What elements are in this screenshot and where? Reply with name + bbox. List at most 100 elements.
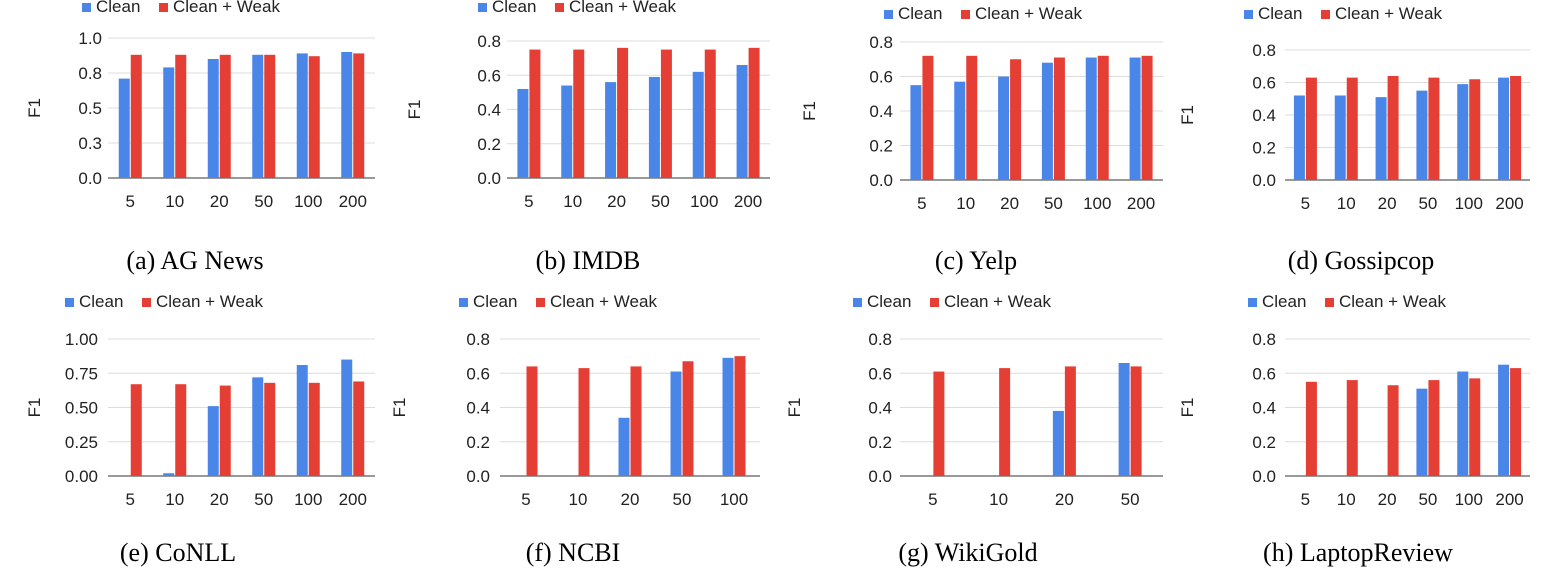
- bar-clean-20: [207, 59, 219, 178]
- bar-clean-weak-50: [682, 361, 694, 476]
- legend-swatch-clean: [884, 10, 893, 19]
- y-tick-label: 0.2: [1252, 139, 1276, 158]
- bar-clean-weak-10: [578, 368, 590, 476]
- y-tick-label: 0.0: [1252, 467, 1276, 486]
- legend-label-clean-weak: Clean + Weak: [569, 0, 676, 16]
- y-tick-label: 0.0: [78, 169, 102, 188]
- bar-clean-weak-10: [966, 55, 978, 180]
- bar-clean-weak-5: [130, 384, 142, 476]
- x-tick-label: 50: [673, 490, 692, 509]
- bar-clean-weak-100: [308, 56, 320, 179]
- x-tick-label: 100: [294, 490, 322, 509]
- chart-panel-5: 0.00 0.25 0.50 0.75 1.00 5 10 20 50 100 200 F1 Clean…: [25, 292, 375, 567]
- y-tick-label: 0.25: [65, 433, 98, 452]
- bar-clean-weak-20: [1064, 366, 1076, 476]
- bar-clean-weak-50: [1053, 57, 1065, 180]
- chart-caption: (c) Yelp: [935, 246, 1017, 275]
- y-axis-label: F1: [1178, 398, 1197, 418]
- bar-clean-200: [1129, 57, 1141, 180]
- y-axis-label: F1: [785, 398, 804, 418]
- x-tick-label: 100: [1455, 194, 1483, 213]
- legend: Clean Clean + Weak: [65, 292, 263, 311]
- legend-label-clean-weak: Clean + Weak: [975, 4, 1082, 23]
- bar-clean-100: [1457, 371, 1469, 476]
- x-tick-label: 20: [1000, 194, 1019, 213]
- y-tick-label: 0.6: [477, 66, 501, 85]
- bar-clean-weak-100: [308, 382, 320, 476]
- legend-label-clean: Clean: [1258, 4, 1302, 23]
- bar-clean-50: [1118, 362, 1130, 476]
- y-tick-label: 0.0: [868, 467, 892, 486]
- y-tick-label: 0.6: [1252, 74, 1276, 93]
- x-tick-label: 20: [607, 192, 626, 211]
- y-tick-label: 0.4: [868, 399, 892, 418]
- x-tick-label: 100: [294, 192, 322, 211]
- bar-clean-200: [341, 52, 353, 178]
- legend-swatch-clean: [1248, 298, 1257, 307]
- x-tick-label: 5: [126, 490, 135, 509]
- y-tick-label: 0.0: [1252, 171, 1276, 190]
- y-tick-label: 0.2: [466, 433, 490, 452]
- bar-clean-5: [910, 85, 922, 180]
- chart-caption: (d) Gossipcop: [1288, 246, 1435, 275]
- legend-label-clean-weak: Clean + Weak: [1335, 4, 1442, 23]
- bar-clean-weak-100: [734, 356, 746, 476]
- legend-swatch-clean: [1244, 10, 1253, 19]
- legend-swatch-clean-weak: [159, 3, 168, 12]
- y-tick-label: 0.50: [65, 399, 98, 418]
- bar-clean-weak-20: [1010, 59, 1022, 180]
- bar-clean-weak-5: [130, 54, 142, 178]
- y-tick-label: 0.8: [1252, 41, 1276, 60]
- bar-clean-20: [618, 417, 630, 476]
- y-tick-label: 0.75: [65, 364, 98, 383]
- legend-swatch-clean: [478, 3, 487, 12]
- bar-clean-20: [998, 76, 1010, 180]
- bar-clean-5: [1293, 95, 1305, 180]
- y-tick-label: 0.6: [869, 68, 893, 87]
- x-tick-label: 50: [651, 192, 670, 211]
- bar-clean-100: [692, 71, 704, 178]
- bar-clean-100: [296, 53, 308, 178]
- bar-clean-50: [648, 76, 660, 178]
- legend: Clean Clean + Weak: [478, 0, 676, 16]
- y-tick-label: 1.00: [65, 330, 98, 349]
- bar-clean-weak-5: [933, 371, 945, 476]
- bar-clean-weak-10: [1346, 77, 1358, 180]
- legend-swatch-clean-weak: [142, 298, 151, 307]
- bar-clean-weak-200: [1141, 55, 1153, 180]
- bar-clean-5: [118, 78, 130, 178]
- x-tick-label: 200: [339, 192, 367, 211]
- legend: Clean Clean + Weak: [884, 4, 1082, 23]
- y-tick-label: 0.0: [466, 467, 490, 486]
- legend-swatch-clean-weak: [930, 298, 939, 307]
- legend-swatch-clean-weak: [1321, 10, 1330, 19]
- bar-clean-20: [1375, 97, 1387, 180]
- y-axis-label: F1: [25, 398, 44, 418]
- x-tick-label: 50: [254, 192, 273, 211]
- bar-clean-weak-100: [1097, 55, 1109, 180]
- legend-label-clean-weak: Clean + Weak: [550, 292, 657, 311]
- x-tick-label: 10: [989, 490, 1008, 509]
- x-tick-label: 20: [1055, 490, 1074, 509]
- y-axis-label: F1: [405, 100, 424, 120]
- bar-clean-200: [1498, 364, 1510, 476]
- y-tick-label: 0.0: [869, 171, 893, 190]
- bar-clean-50: [670, 371, 682, 476]
- legend-swatch-clean: [82, 3, 91, 12]
- x-tick-label: 20: [1378, 490, 1397, 509]
- x-tick-label: 20: [210, 192, 229, 211]
- x-tick-label: 10: [956, 194, 975, 213]
- y-tick-label: 0.00: [65, 467, 98, 486]
- bar-clean-200: [1498, 77, 1510, 180]
- x-tick-label: 5: [521, 490, 530, 509]
- bar-clean-weak-10: [175, 54, 187, 178]
- bar-clean-weak-100: [704, 49, 716, 178]
- chart-panel-7: 0.0 0.2 0.4 0.6 0.8 5 10 20 50 F1 Clean Clean + Wea…: [785, 292, 1163, 567]
- bar-clean-100: [296, 365, 308, 476]
- x-tick-label: 200: [1495, 194, 1523, 213]
- bar-clean-weak-10: [175, 384, 187, 476]
- legend-swatch-clean: [853, 298, 862, 307]
